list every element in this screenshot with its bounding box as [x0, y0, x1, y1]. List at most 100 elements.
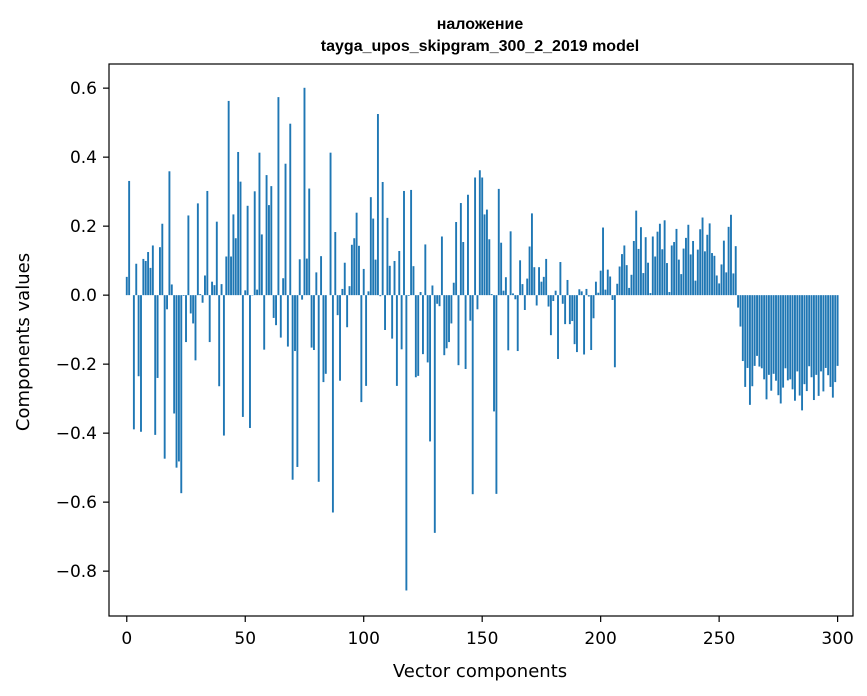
- bar: [457, 295, 460, 366]
- bar: [732, 273, 735, 296]
- bar: [419, 292, 422, 296]
- bar: [166, 295, 168, 310]
- bar: [353, 238, 356, 296]
- bar: [433, 295, 436, 533]
- bar: [324, 295, 327, 374]
- bar: [753, 295, 756, 366]
- bar: [320, 256, 323, 296]
- bar: [834, 295, 837, 383]
- bar: [367, 291, 370, 296]
- bar: [822, 295, 825, 392]
- bar: [393, 260, 396, 296]
- bar: [258, 152, 261, 296]
- bar: [443, 295, 446, 356]
- bar: [417, 295, 420, 376]
- bar: [578, 289, 581, 296]
- bar: [455, 222, 458, 296]
- x-tick-label: 150: [466, 629, 498, 649]
- bar: [301, 295, 304, 300]
- bar: [201, 295, 204, 303]
- bar: [621, 254, 623, 296]
- bar: [360, 295, 363, 403]
- bar: [249, 295, 251, 428]
- bar: [450, 295, 453, 324]
- bar: [680, 274, 683, 296]
- bar: [623, 245, 626, 296]
- bar: [215, 221, 218, 296]
- bar: [128, 180, 131, 296]
- bar: [225, 256, 228, 296]
- bar: [812, 295, 815, 401]
- bar: [384, 295, 386, 330]
- bar: [746, 295, 749, 368]
- bar: [424, 244, 427, 296]
- bar: [265, 175, 268, 296]
- bar: [272, 295, 275, 318]
- chart-subtitle: tayga_upos_skipgram_300_2_2019 model: [321, 38, 639, 55]
- bar: [208, 295, 211, 343]
- bar: [395, 295, 398, 386]
- bar: [611, 295, 614, 300]
- bar: [177, 295, 180, 462]
- bar: [500, 242, 503, 296]
- bar: [303, 87, 306, 296]
- bar: [794, 295, 796, 401]
- bar: [372, 218, 375, 296]
- x-tick-label: 0: [121, 629, 132, 649]
- bar: [218, 295, 221, 387]
- bar: [448, 295, 450, 343]
- bar: [180, 295, 183, 494]
- bar: [213, 285, 216, 296]
- bar: [196, 203, 199, 296]
- bar: [405, 295, 408, 591]
- bar: [528, 246, 531, 296]
- x-tick-label: 300: [821, 629, 853, 649]
- y-tick-label: 0.0: [70, 286, 97, 306]
- bar: [703, 251, 706, 296]
- bar: [701, 217, 704, 296]
- x-tick-label: 50: [234, 629, 256, 649]
- bar: [412, 266, 415, 296]
- bar: [237, 151, 240, 296]
- bar: [751, 295, 754, 387]
- bar: [187, 215, 190, 296]
- bar: [291, 295, 294, 480]
- bar: [530, 213, 533, 296]
- bar: [350, 244, 353, 296]
- bar: [810, 295, 813, 378]
- bar: [398, 250, 401, 296]
- bar: [163, 295, 166, 459]
- bar: [639, 227, 642, 296]
- bar: [137, 295, 140, 377]
- bar: [765, 295, 768, 400]
- bar: [694, 280, 697, 296]
- bar: [348, 286, 351, 296]
- x-tick-label: 250: [703, 629, 735, 649]
- bar: [246, 205, 249, 296]
- bar: [696, 249, 699, 296]
- bar: [277, 97, 280, 296]
- bar: [440, 236, 443, 296]
- bar: [739, 295, 742, 327]
- bar: [260, 234, 263, 296]
- bar: [609, 276, 612, 296]
- bar: [836, 295, 839, 366]
- bar: [490, 294, 493, 296]
- bar: [533, 267, 536, 296]
- bar: [512, 293, 514, 296]
- y-tick-label: −0.8: [56, 562, 97, 582]
- bar: [149, 267, 152, 296]
- bar: [602, 227, 604, 296]
- bar: [647, 262, 649, 296]
- bar: [317, 295, 320, 482]
- bar: [730, 214, 732, 296]
- bar: [476, 295, 479, 310]
- bar: [142, 258, 145, 296]
- bar: [715, 275, 718, 296]
- bar: [391, 295, 394, 339]
- bar: [831, 295, 834, 398]
- bar: [467, 194, 469, 296]
- bar: [132, 295, 135, 430]
- bar: [580, 291, 583, 296]
- bar: [559, 262, 562, 296]
